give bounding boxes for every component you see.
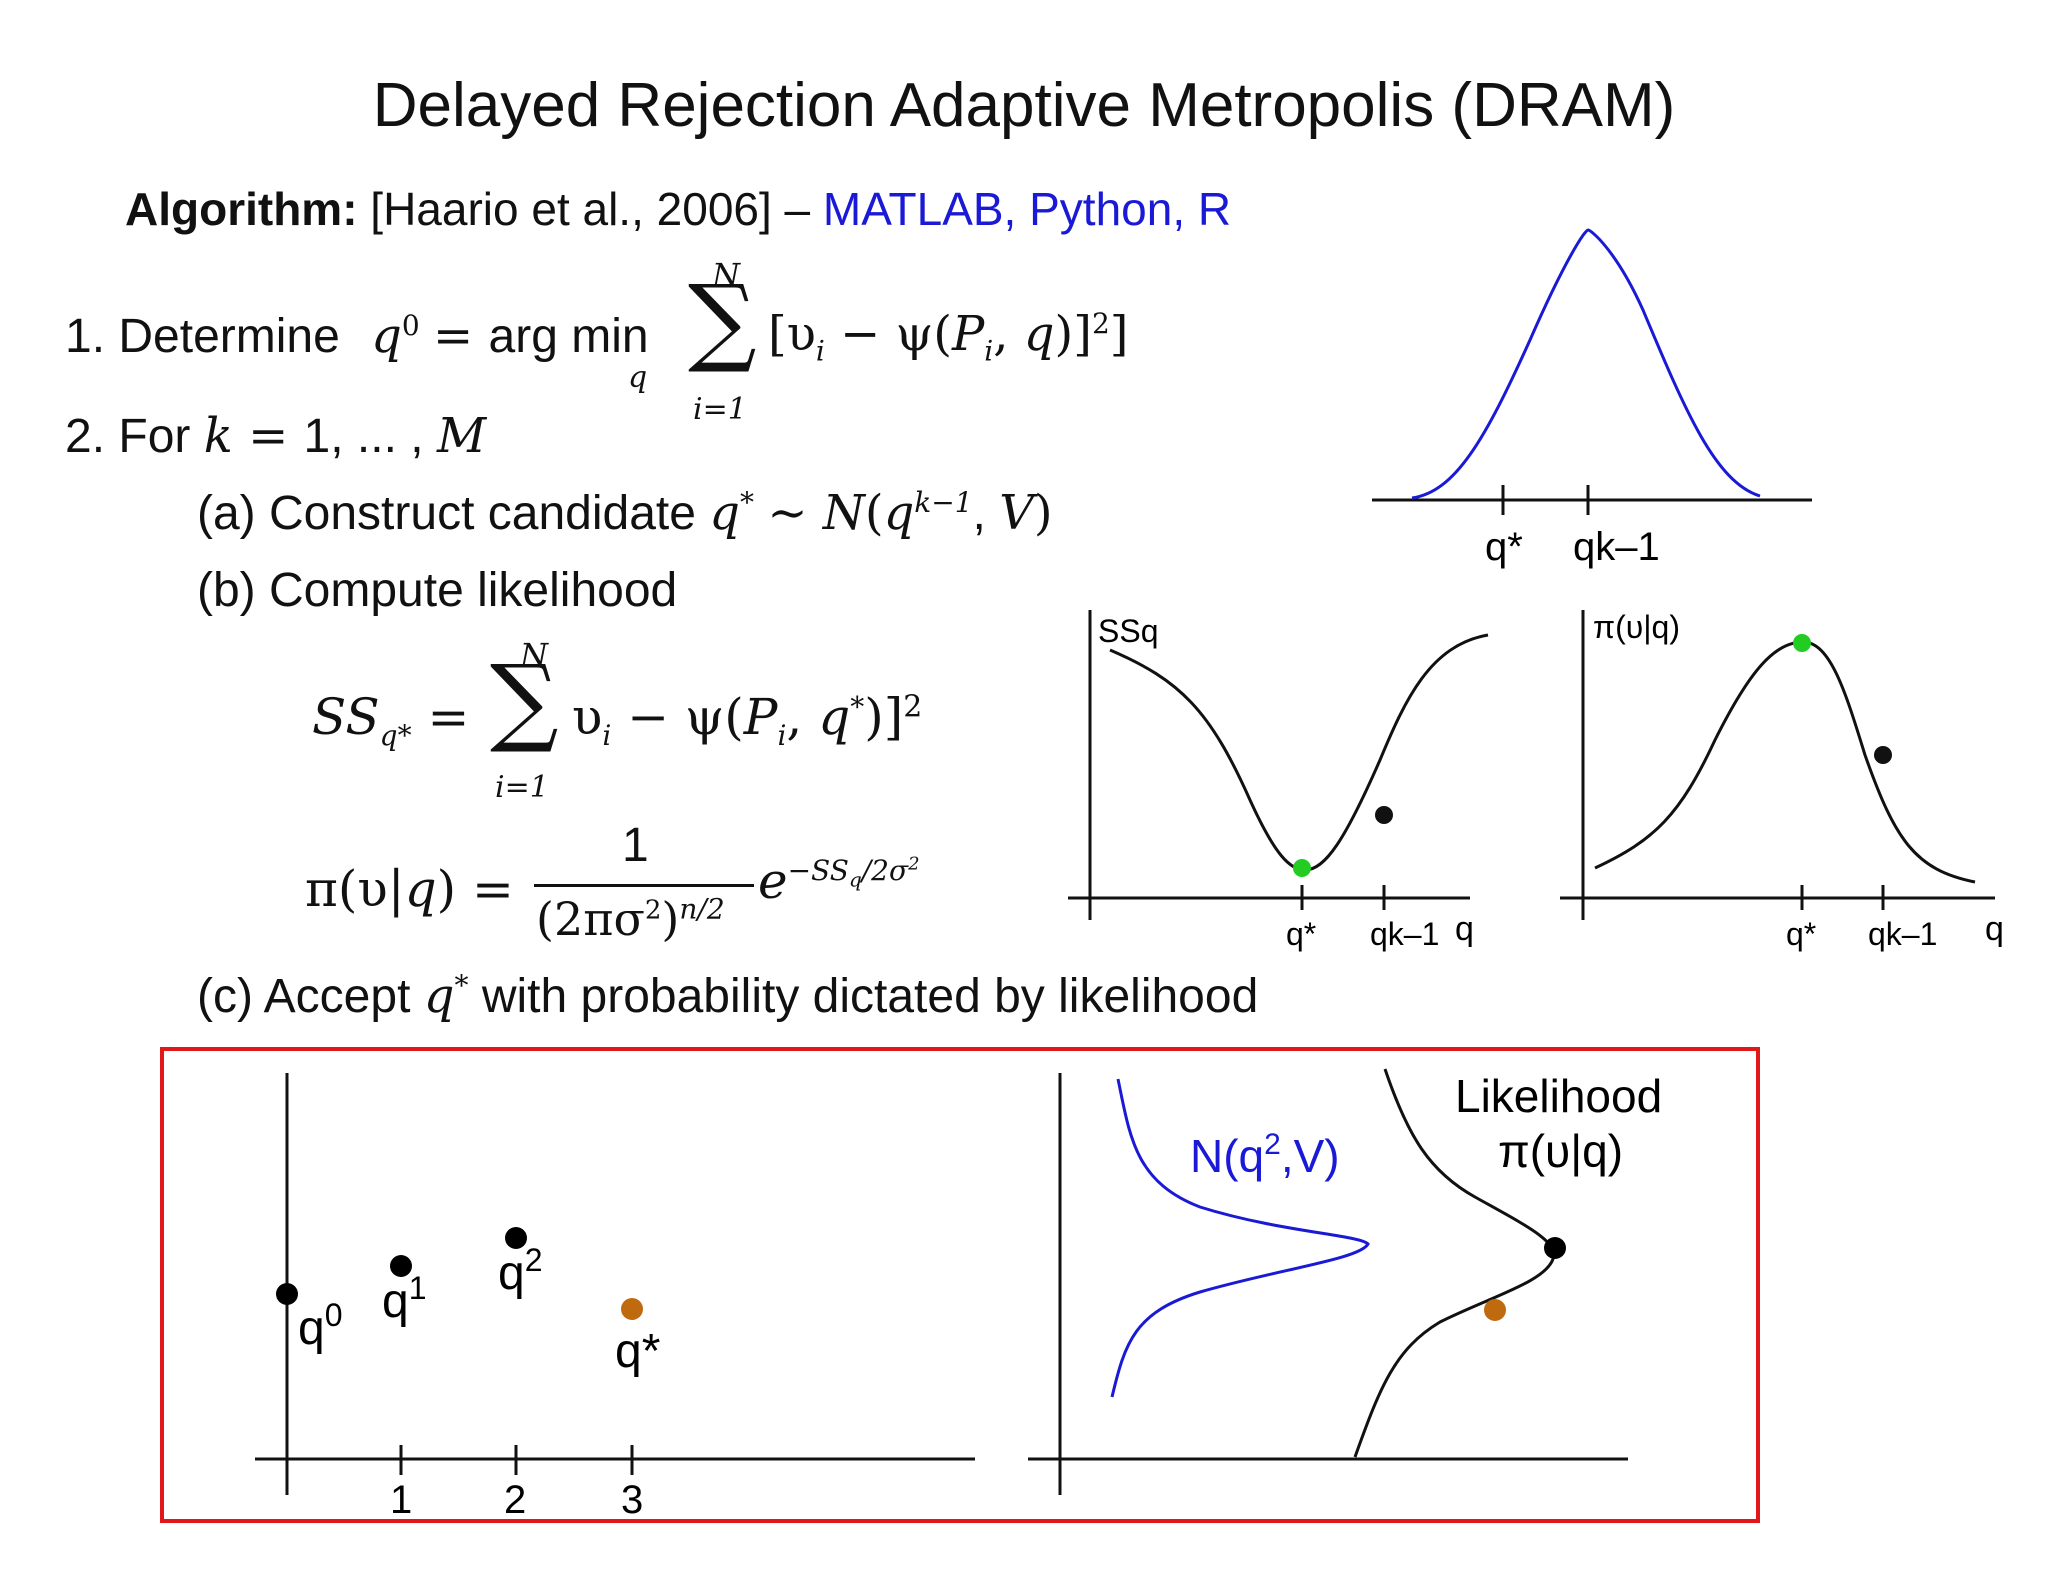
step-1-objective: [υi − ψ(Pi, q)]2]	[768, 306, 1129, 368]
step-2a-label: (a) Construct candidate	[197, 487, 696, 540]
sum-upper-2: N	[520, 636, 548, 674]
algorithm-links[interactable]: MATLAB, Python, R	[822, 183, 1232, 235]
likelihood-exponent: e−SSq/2σ2	[758, 852, 920, 910]
proposal-density-plot: q* qk–1	[1372, 228, 1812, 569]
ss-rhs: υi − ψ(Pi, q*)]2	[572, 688, 923, 752]
chain-point-q-star	[621, 1298, 643, 1320]
ss-x-label: q	[1455, 910, 1474, 948]
likelihood-point-q-prev	[1874, 746, 1892, 764]
step-2c: (c) Accept q* with probability dictated …	[197, 968, 1259, 1024]
sum-symbol-1: ∑	[688, 264, 757, 376]
step-2a: (a) Construct candidate q* ∼ N(qk−1, V)	[197, 485, 1053, 541]
chain-label-q0: q0	[298, 1297, 343, 1355]
likelihood-y-label: π(υ|q)	[1593, 609, 1680, 645]
chain-tick-label-1: 1	[390, 1478, 412, 1522]
ss-tick-label-q-prev: qk–1	[1370, 916, 1439, 952]
likelihood-curve	[1594, 640, 1976, 884]
proposal-tick-label-q-prev: qk–1	[1573, 525, 1660, 569]
normal-proposal-label: N(q2,V)	[1190, 1128, 1340, 1182]
likelihood-point-q-star	[1793, 634, 1811, 652]
accept-point-q2	[1544, 1237, 1566, 1259]
step-1-label: 1. Determine	[65, 310, 340, 363]
chain-label-q1: q1	[382, 1270, 427, 1328]
step-1: 1. Determine q0 = arg min	[65, 308, 649, 364]
accept-likelihood-curve	[1353, 1068, 1556, 1458]
accept-likelihood-label: Likelihood	[1455, 1070, 1662, 1122]
ss-lhs: SSq* =	[312, 688, 470, 752]
fraction-denominator: (2πσ2)n/2	[536, 892, 725, 946]
ss-plot: SSq q* qk–1 q	[1068, 610, 1489, 952]
likelihood-lhs: π(υ|q) =	[305, 860, 514, 918]
chain-illustration: 1 2 3 q0 q1 q2 q* N(q2,V) Likelihood π(υ…	[255, 1068, 1662, 1522]
likelihood-tick-label-q-prev: qk–1	[1868, 916, 1937, 952]
sum-symbol-2: ∑	[490, 644, 559, 756]
ss-point-q-prev	[1375, 806, 1393, 824]
sum-lower-1: i=1	[693, 392, 747, 427]
chain-tick-label-3: 3	[621, 1478, 643, 1522]
step-2c-label: (c) Accept	[197, 970, 411, 1023]
argmin-subscript: q	[628, 360, 648, 395]
sum-upper-1: N	[712, 256, 740, 294]
algorithm-label: Algorithm:	[125, 183, 358, 235]
step-2: 2. For k = 1, ... , M	[65, 408, 487, 464]
chain-illustration-box	[160, 1047, 1760, 1523]
step-2-label: 2. For	[65, 410, 191, 463]
chain-label-q-star: q*	[615, 1325, 660, 1378]
ss-tick-label-q-star: q*	[1286, 916, 1316, 952]
likelihood-plot: π(υ|q) q* qk–1 q	[1560, 609, 2004, 952]
ss-y-label: SSq	[1098, 613, 1158, 649]
normal-proposal-curve	[1110, 1078, 1370, 1398]
step-2c-text: with probability dictated by likelihood	[481, 970, 1259, 1023]
accept-point-q-star	[1484, 1299, 1506, 1321]
chain-point-q0	[276, 1283, 298, 1305]
chain-tick-label-2: 2	[504, 1478, 526, 1522]
sum-lower-2: i=1	[495, 770, 549, 805]
likelihood-x-label: q	[1985, 910, 2004, 948]
chain-label-q2: q2	[498, 1242, 543, 1300]
algorithm-reference: [Haario et al., 2006] –	[370, 183, 811, 235]
proposal-curve	[1411, 228, 1761, 500]
proposal-tick-label-q-star: q*	[1485, 525, 1523, 569]
ss-point-q-star	[1293, 859, 1311, 877]
ss-curve	[1109, 633, 1489, 872]
step-2b: (b) Compute likelihood	[197, 564, 678, 617]
fraction-bar	[534, 884, 754, 887]
algorithm-line: Algorithm: [Haario et al., 2006] – MATLA…	[125, 182, 1231, 236]
slide-title: Delayed Rejection Adaptive Metropolis (D…	[372, 71, 1676, 140]
accept-likelihood-symbol: π(υ|q)	[1498, 1125, 1623, 1177]
chain-point-q1	[390, 1255, 412, 1277]
fraction-numerator: 1	[622, 819, 649, 872]
chain-point-q2	[505, 1227, 527, 1249]
likelihood-tick-label-q-star: q*	[1786, 916, 1816, 952]
